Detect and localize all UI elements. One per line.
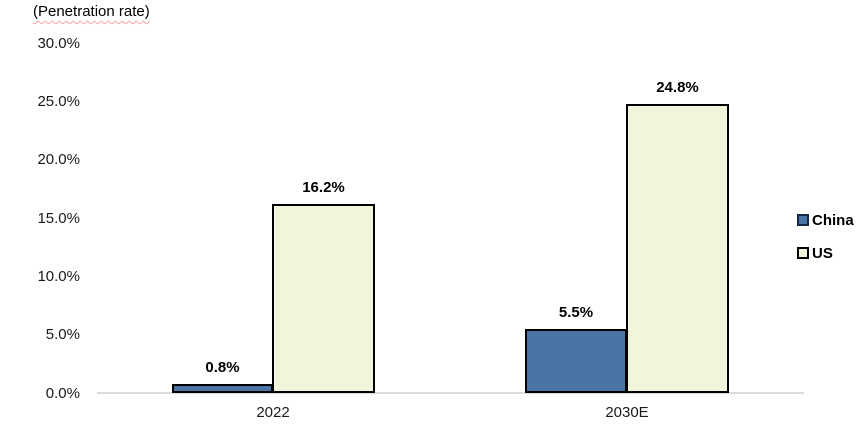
y-tick-25: 25.0% [37,92,80,110]
bar-value-china-2022: 0.8% [205,358,240,376]
legend-swatch-us [797,247,809,259]
x-category-2022: 2022 [256,404,290,421]
bar-china-2022 [172,383,273,393]
legend: China US [797,212,854,278]
y-tick-5: 5.0% [45,326,80,344]
y-tick-10: 10.0% [37,267,80,285]
legend-label-china: China [812,211,854,229]
legend-label-us: US [812,244,833,262]
chart-title: (Penetration rate) [33,3,150,20]
y-tick-20: 20.0% [37,151,80,169]
bar-value-us-2030e: 24.8% [656,78,699,96]
legend-item-us: US [797,244,854,262]
bar-us-2022 [272,204,375,393]
bar-us-2030e [626,103,729,393]
y-tick-0: 0.0% [45,384,80,402]
x-category-2030e: 2030E [605,404,649,421]
legend-item-china: China [797,211,854,229]
bar-value-china-2030e: 5.5% [558,303,594,321]
legend-swatch-china [797,214,809,226]
bar-china-2030e [525,328,627,393]
y-tick-30: 30.0% [37,34,80,52]
y-tick-15: 15.0% [37,209,80,227]
x-axis-line [97,392,804,394]
bar-value-us-2022: 16.2% [302,179,345,196]
